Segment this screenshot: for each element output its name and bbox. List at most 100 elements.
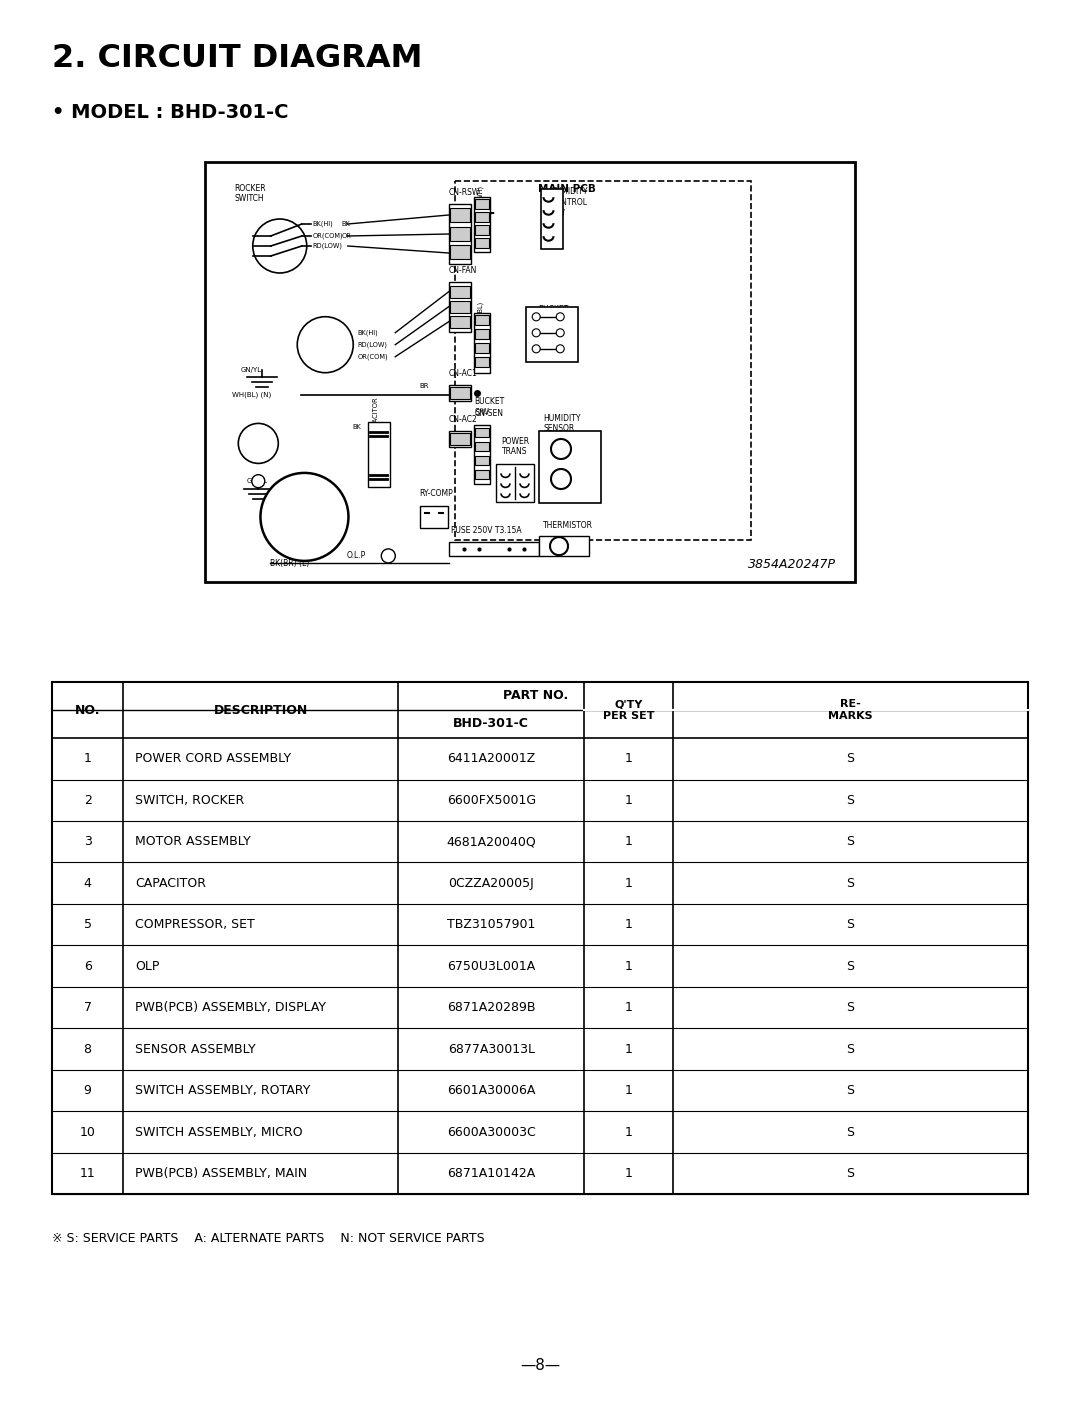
Text: S: S [847,1085,854,1097]
Text: TBZ31057901: TBZ31057901 [447,919,536,932]
Bar [367,423,390,488]
Bar [526,306,578,362]
Text: 6601A30006A: 6601A30006A [447,1085,536,1097]
Text: 1: 1 [624,1125,632,1138]
Text: RD: RD [330,514,340,520]
Bar [475,455,489,465]
Text: THERMISTOR: THERMISTOR [543,521,593,530]
Text: 4681A20040Q: 4681A20040Q [446,835,536,849]
Text: HUMIDITY
SENSOR: HUMIDITY SENSOR [543,414,581,433]
Text: S: S [326,495,332,503]
Text: WH(BL) (N): WH(BL) (N) [232,392,271,399]
Bar [449,208,470,222]
Text: Q'TY
PER SET: Q'TY PER SET [603,700,654,721]
Circle shape [381,549,395,563]
Text: S: S [847,1125,854,1138]
Bar [449,386,470,399]
Bar [449,281,471,332]
Bar [475,315,489,325]
Text: 6: 6 [83,960,92,972]
Text: BK: BK [352,424,361,430]
Bar [449,226,470,240]
Text: OR(COM): OR(COM) [357,354,388,360]
Text: BK(HI): BK(HI) [357,329,378,336]
Text: S: S [847,919,854,932]
Text: BHD-301-C: BHD-301-C [454,718,529,731]
Text: 6750U3L001A: 6750U3L001A [447,960,536,972]
Bar [52,681,1028,1194]
Bar [475,200,489,209]
Circle shape [260,473,349,561]
Text: R: R [321,479,325,485]
Text: —8—: —8— [519,1359,561,1373]
Text: S: S [847,960,854,972]
Text: 2: 2 [83,794,92,806]
Bar [539,537,589,556]
Text: OLP: OLP [135,960,160,972]
Text: C: C [376,436,381,445]
Text: S: S [847,1043,854,1055]
Text: DESCRIPTION: DESCRIPTION [214,704,308,717]
Bar [475,427,489,437]
Circle shape [532,344,540,353]
Text: ~: ~ [251,434,267,452]
Text: BK(BR) (L): BK(BR) (L) [270,559,309,568]
Text: 1: 1 [624,1168,632,1180]
Text: 1: 1 [624,835,632,849]
Text: BK: BK [341,221,351,228]
Circle shape [532,329,540,337]
Text: SWITCH, ROCKER: SWITCH, ROCKER [135,794,244,806]
Text: H: H [376,458,381,466]
Text: BUCKET
S/W: BUCKET S/W [474,398,504,417]
Text: RE-
MARKS: RE- MARKS [828,700,873,721]
Text: C: C [295,549,299,556]
Text: FUSE 250V T3.15A: FUSE 250V T3.15A [450,525,522,535]
Text: BUCKET
FULL: BUCKET FULL [538,305,568,325]
Text: HUMIDITY
CONTROL
S/W: HUMIDITY CONTROL S/W [551,187,588,216]
Circle shape [297,316,353,372]
Text: MOTOR: MOTOR [308,340,342,350]
Bar [539,431,600,503]
Bar [541,190,564,249]
Bar [449,285,470,298]
Bar [475,237,489,249]
Bar [475,329,489,339]
Text: PWB(PCB) ASSEMBLY, MAIN: PWB(PCB) ASSEMBLY, MAIN [135,1168,308,1180]
Text: GN/YL: GN/YL [246,478,268,485]
Text: 1: 1 [624,1085,632,1097]
Bar [449,542,539,556]
Bar [474,424,490,485]
Text: NO.: NO. [75,704,100,717]
Text: 3: 3 [438,514,443,520]
Bar [474,197,490,251]
Text: 8: 8 [83,1043,92,1055]
Circle shape [239,423,279,464]
Bar [475,212,489,222]
Text: 11: 11 [80,1168,95,1180]
Text: BK(HI): BK(HI) [313,221,334,228]
Text: 3: 3 [83,835,92,849]
Text: 1: 1 [624,752,632,766]
Text: S: S [847,877,854,889]
Text: CN-RSW: CN-RSW [449,188,481,197]
Text: 2. CIRCUIT DIAGRAM: 2. CIRCUIT DIAGRAM [52,44,422,74]
Circle shape [253,219,307,273]
Text: 0CZZA20005J: 0CZZA20005J [448,877,535,889]
Bar [449,431,471,447]
Text: CN-DIS(BL): CN-DIS(BL) [477,301,484,337]
Text: SENSOR ASSEMBLY: SENSOR ASSEMBLY [135,1043,256,1055]
Text: O.L.P: O.L.P [347,551,366,561]
Text: SWITCH ASSEMBLY, MICRO: SWITCH ASSEMBLY, MICRO [135,1125,302,1138]
Bar [456,181,751,540]
Text: 1: 1 [624,877,632,889]
Text: BL: BL [330,534,339,540]
Text: COMPRESSOR, SET: COMPRESSOR, SET [135,919,255,932]
Text: 1: 1 [624,960,632,972]
Bar [449,433,470,445]
Text: 4: 4 [424,514,429,520]
Text: RD(LOW): RD(LOW) [313,243,342,249]
Text: OR(COM): OR(COM) [313,233,343,239]
Bar [205,162,855,582]
Text: CN-SW(WH): CN-SW(WH) [477,185,484,225]
Text: S: S [847,794,854,806]
